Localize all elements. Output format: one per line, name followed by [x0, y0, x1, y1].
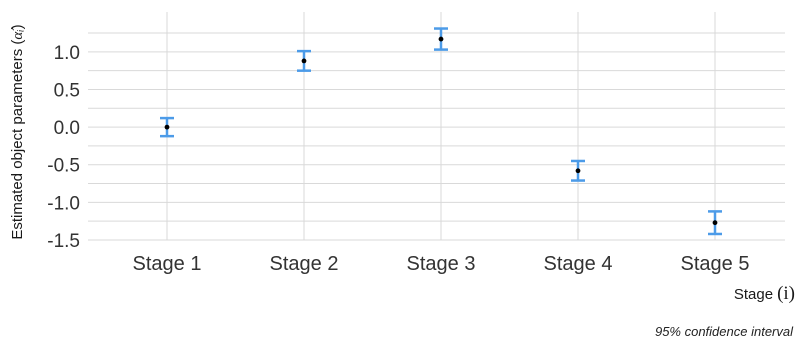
y-axis-tick-labels: 1.0 0.5 0.0 -0.5 -1.0 -1.5: [47, 43, 80, 252]
y-tick-label: -1.0: [47, 193, 80, 214]
x-tick-label: Stage 4: [544, 253, 613, 275]
x-axis-tick-labels: Stage 1 Stage 2 Stage 3 Stage 4 Stage 5: [133, 253, 750, 275]
x-tick-label: Stage 5: [681, 253, 750, 275]
data-points: [164, 36, 718, 226]
y-axis-title-close: ): [9, 24, 26, 29]
y-tick-label: -0.5: [47, 156, 80, 177]
data-point: [712, 220, 718, 226]
x-axis-title: Stage (i): [734, 283, 795, 304]
y-tick-label: -1.5: [47, 231, 80, 252]
y-tick-label: 0.5: [54, 80, 80, 101]
x-tick-label: Stage 2: [270, 253, 339, 275]
x-axis-title-text: Stage: [734, 286, 773, 303]
data-point: [164, 124, 170, 130]
data-point: [575, 168, 581, 174]
caption-confidence-interval: 95% confidence interval: [655, 324, 794, 339]
data-point: [301, 58, 307, 64]
data-point: [438, 36, 444, 42]
y-tick-label: 0.0: [54, 118, 80, 139]
x-axis-title-symbol: (i): [777, 283, 795, 304]
y-axis-title: Estimated object parameters (α̂ᵢ): [9, 24, 26, 239]
x-tick-label: Stage 1: [133, 253, 202, 275]
y-tick-label: 1.0: [54, 43, 80, 64]
y-axis-title-text: Estimated object parameters (: [9, 40, 26, 240]
horizontal-gridlines: [88, 32, 785, 241]
x-tick-label: Stage 3: [407, 253, 476, 275]
